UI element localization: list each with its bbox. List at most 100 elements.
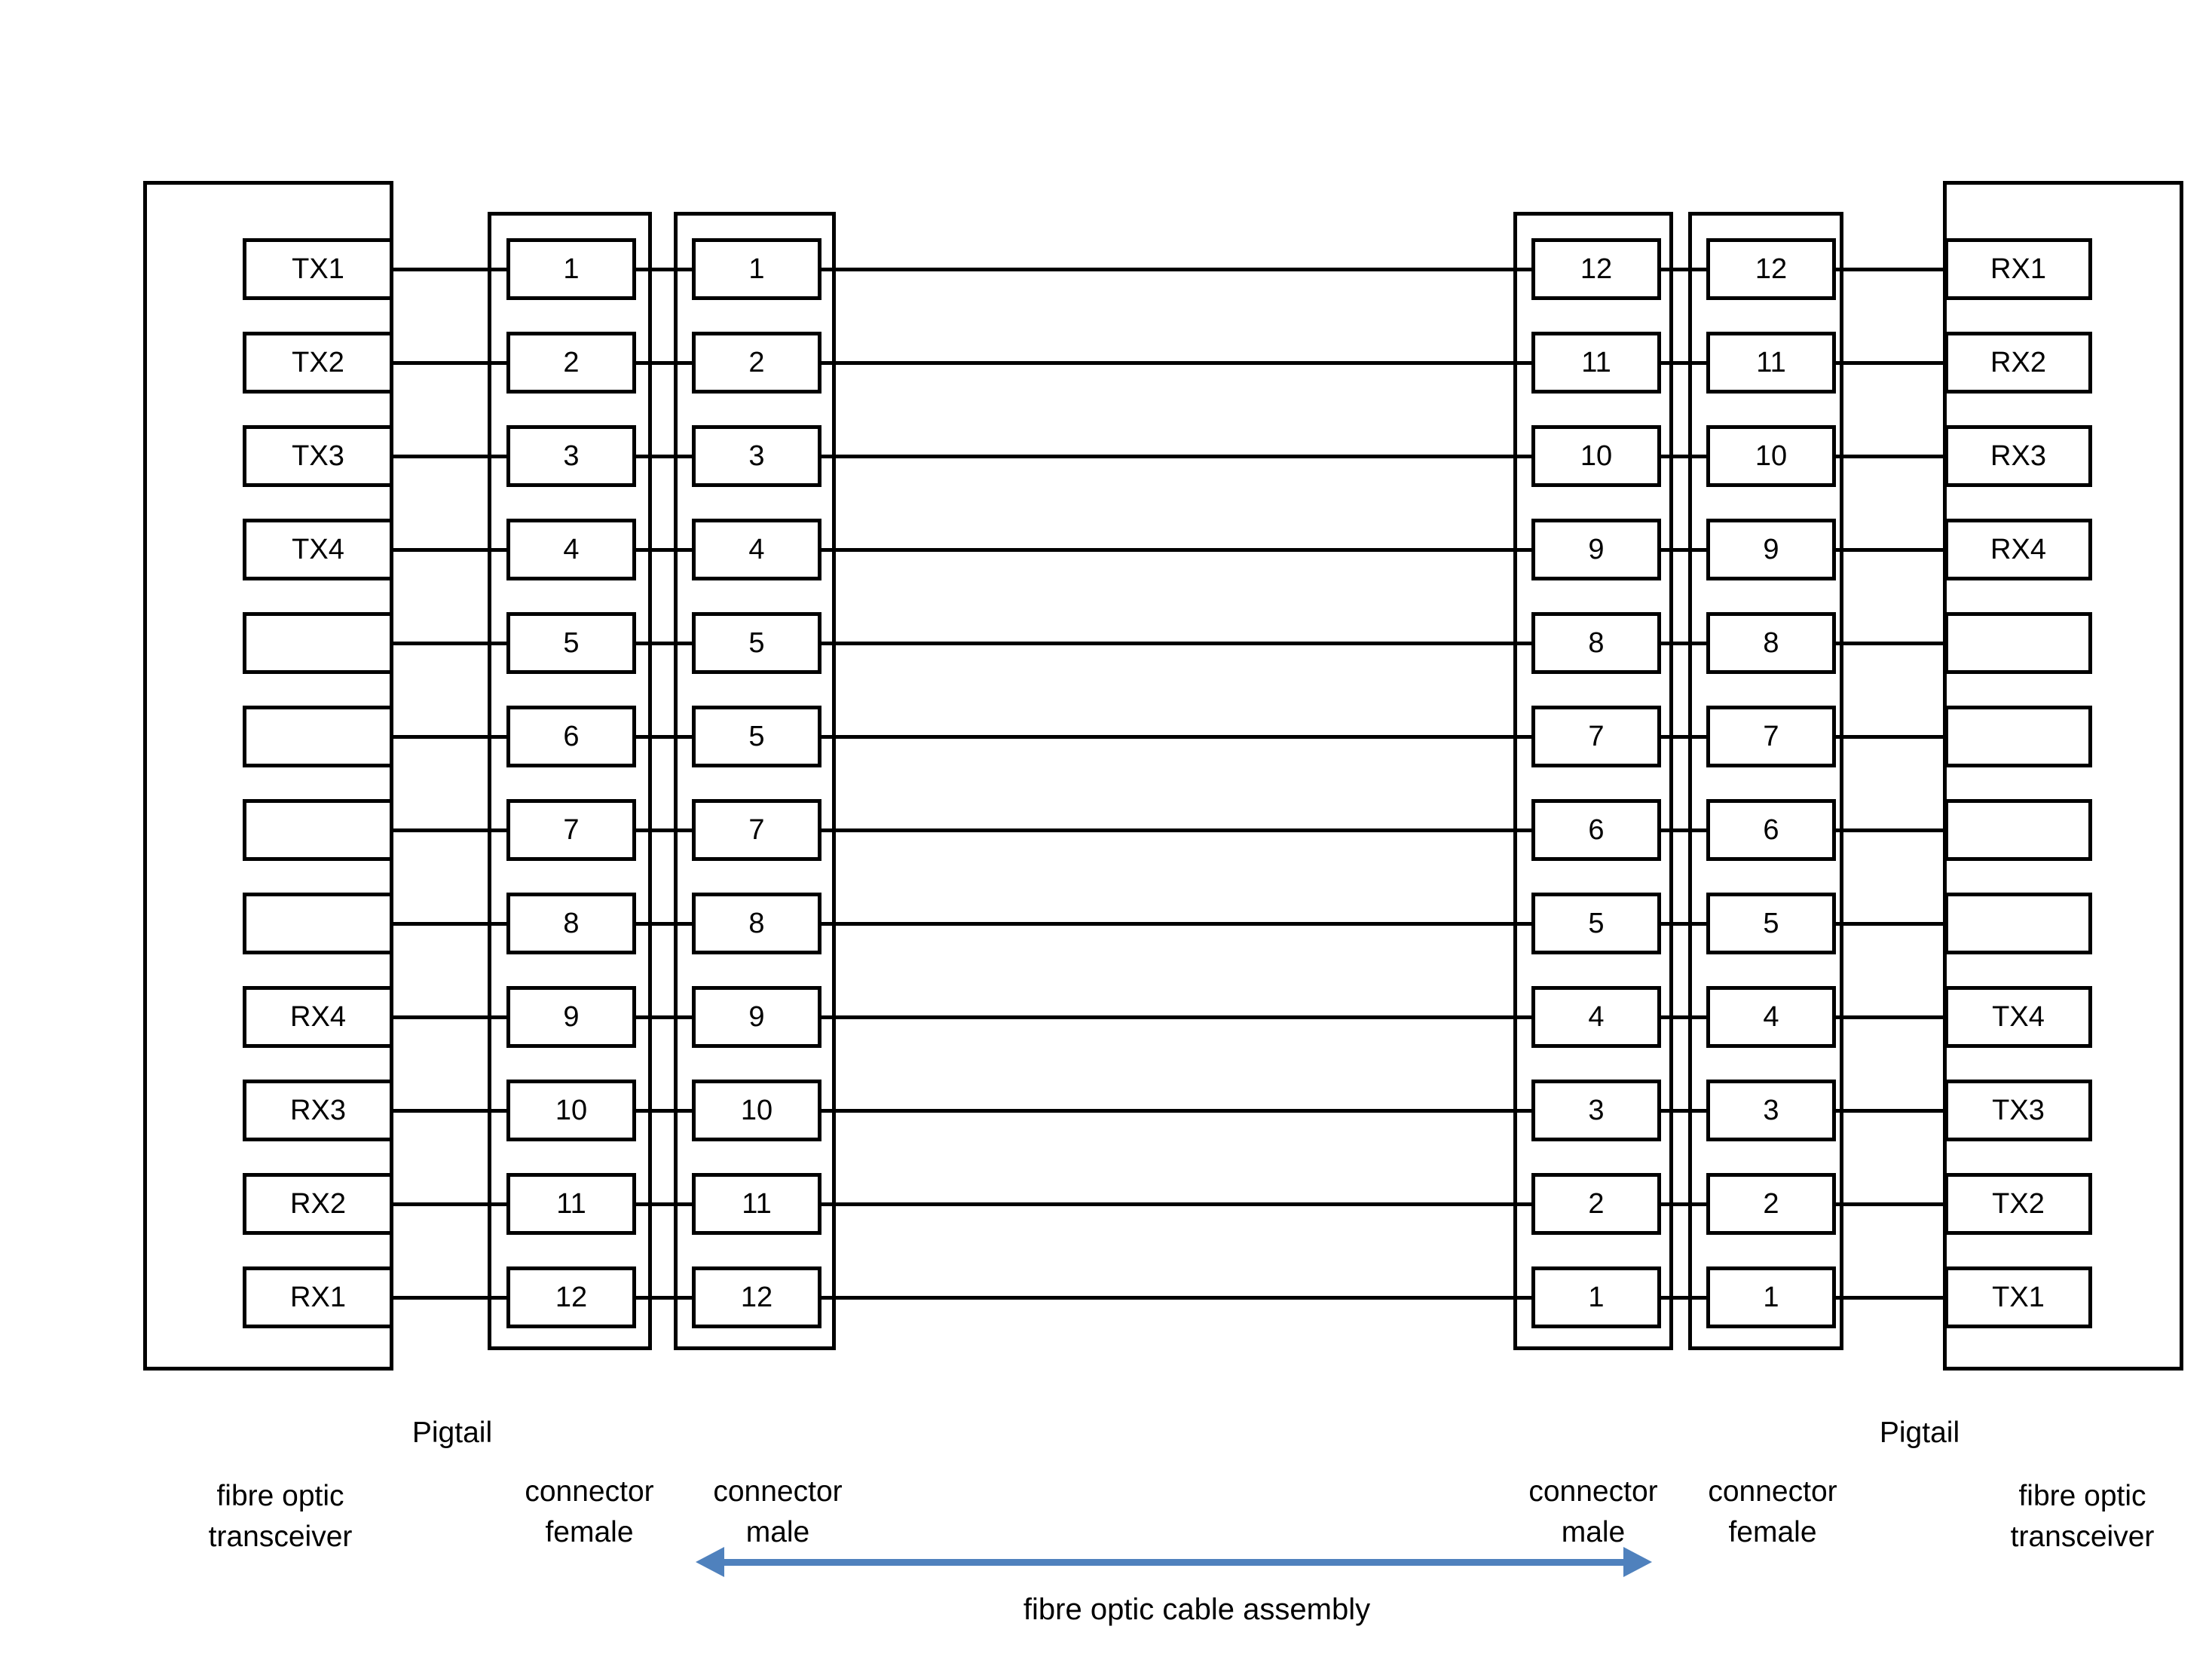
pin-box-left-male: 3 — [692, 425, 821, 487]
right-female-connector-label: connector female — [1708, 1472, 1837, 1553]
port-box-left-transceiver: TX2 — [243, 332, 393, 394]
right-male-connector-label: connector male — [1528, 1472, 1657, 1553]
pin-box-right-female: 2 — [1706, 1173, 1836, 1235]
pin-box-right-male: 8 — [1531, 612, 1661, 674]
fibre-line — [392, 922, 1961, 926]
pin-box-right-male: 12 — [1531, 238, 1661, 300]
pin-box-left-male: 9 — [692, 986, 821, 1048]
pin-box-right-female: 6 — [1706, 799, 1836, 861]
fibre-line — [392, 1109, 1961, 1113]
left-transceiver-label-line1: fibre optic — [216, 1480, 344, 1512]
left-transceiver-label: fibre optic transceiver — [209, 1476, 353, 1557]
pin-box-left-female: 5 — [506, 612, 636, 674]
right-male-label-line1: connector — [1528, 1475, 1658, 1508]
port-box-left-transceiver — [243, 893, 393, 954]
arrow-shaft — [718, 1559, 1629, 1566]
pin-box-right-male: 10 — [1531, 425, 1661, 487]
pin-box-left-male: 2 — [692, 332, 821, 394]
port-box-left-transceiver: TX4 — [243, 519, 393, 580]
pin-box-right-female: 3 — [1706, 1080, 1836, 1141]
left-transceiver-label-line2: transceiver — [208, 1521, 353, 1553]
pin-box-left-female: 2 — [506, 332, 636, 394]
right-transceiver-box — [1943, 181, 2183, 1371]
fibre-line — [392, 1202, 1961, 1206]
left-female-connector-label: connector female — [525, 1472, 653, 1553]
left-pigtail-label: Pigtail — [411, 1417, 493, 1449]
pin-box-right-female: 4 — [1706, 986, 1836, 1048]
port-box-left-transceiver — [243, 706, 393, 767]
port-box-right-transceiver: TX2 — [1944, 1173, 2092, 1235]
pin-box-right-male: 9 — [1531, 519, 1661, 580]
pin-box-left-male: 5 — [692, 612, 821, 674]
port-box-right-transceiver: RX2 — [1944, 332, 2092, 394]
pin-box-right-male: 3 — [1531, 1080, 1661, 1141]
pin-box-left-female: 12 — [506, 1266, 636, 1328]
left-male-connector-label: connector male — [713, 1472, 842, 1553]
fibre-line — [392, 828, 1961, 832]
port-box-right-transceiver: RX3 — [1944, 425, 2092, 487]
fibre-line — [392, 548, 1961, 552]
pin-box-left-male: 11 — [692, 1173, 821, 1235]
port-box-left-transceiver: RX2 — [243, 1173, 393, 1235]
port-box-left-transceiver: RX1 — [243, 1266, 393, 1328]
left-female-label-line1: connector — [525, 1475, 654, 1508]
left-male-connector-box — [674, 212, 836, 1350]
port-box-right-transceiver: TX1 — [1944, 1266, 2092, 1328]
pin-box-right-female: 7 — [1706, 706, 1836, 767]
port-box-left-transceiver: TX3 — [243, 425, 393, 487]
pin-box-right-female: 11 — [1706, 332, 1836, 394]
left-male-label-line1: connector — [713, 1475, 843, 1508]
pin-box-left-male: 1 — [692, 238, 821, 300]
pin-box-left-female: 10 — [506, 1080, 636, 1141]
pin-box-right-female: 1 — [1706, 1266, 1836, 1328]
fibre-line — [392, 268, 1961, 271]
left-transceiver-box — [143, 181, 393, 1371]
pin-box-left-female: 1 — [506, 238, 636, 300]
pin-box-left-female: 6 — [506, 706, 636, 767]
pin-box-right-male: 1 — [1531, 1266, 1661, 1328]
port-box-left-transceiver: RX3 — [243, 1080, 393, 1141]
pin-box-right-male: 6 — [1531, 799, 1661, 861]
pin-box-left-male: 10 — [692, 1080, 821, 1141]
port-box-right-transceiver — [1944, 612, 2092, 674]
port-box-right-transceiver: RX4 — [1944, 519, 2092, 580]
pin-box-right-female: 12 — [1706, 238, 1836, 300]
port-box-right-transceiver — [1944, 799, 2092, 861]
pin-box-left-female: 9 — [506, 986, 636, 1048]
fibre-line — [392, 642, 1961, 645]
pin-box-right-female: 10 — [1706, 425, 1836, 487]
pin-box-right-female: 8 — [1706, 612, 1836, 674]
left-female-label-line2: female — [545, 1516, 634, 1548]
pin-box-left-female: 4 — [506, 519, 636, 580]
pin-box-left-male: 12 — [692, 1266, 821, 1328]
port-box-left-transceiver: RX4 — [243, 986, 393, 1048]
left-female-connector-box — [488, 212, 652, 1350]
cable-extent-arrow — [696, 1547, 1652, 1577]
pin-box-left-male: 8 — [692, 893, 821, 954]
left-male-label-line2: male — [745, 1516, 810, 1548]
port-box-left-transceiver — [243, 612, 393, 674]
port-box-right-transceiver — [1944, 706, 2092, 767]
pin-box-right-male: 2 — [1531, 1173, 1661, 1235]
port-box-right-transceiver — [1944, 893, 2092, 954]
port-box-left-transceiver — [243, 799, 393, 861]
pin-box-left-male: 5 — [692, 706, 821, 767]
port-box-left-transceiver: TX1 — [243, 238, 393, 300]
pin-box-right-female: 5 — [1706, 893, 1836, 954]
port-box-right-transceiver: TX4 — [1944, 986, 2092, 1048]
right-transceiver-label-line1: fibre optic — [2018, 1480, 2146, 1512]
pin-box-left-female: 7 — [506, 799, 636, 861]
port-box-right-transceiver: RX1 — [1944, 238, 2092, 300]
pin-box-left-male: 4 — [692, 519, 821, 580]
fibre-line — [392, 1015, 1961, 1019]
pin-box-left-female: 8 — [506, 893, 636, 954]
fibre-line — [392, 361, 1961, 365]
pin-box-left-female: 11 — [506, 1173, 636, 1235]
pin-box-right-male: 11 — [1531, 332, 1661, 394]
pin-box-left-male: 7 — [692, 799, 821, 861]
arrow-head-right-icon — [1623, 1547, 1652, 1577]
cable-assembly-label: fibre optic cable assembly — [1023, 1593, 1371, 1626]
pin-box-right-female: 9 — [1706, 519, 1836, 580]
right-pigtail-label: Pigtail — [1879, 1417, 1960, 1449]
